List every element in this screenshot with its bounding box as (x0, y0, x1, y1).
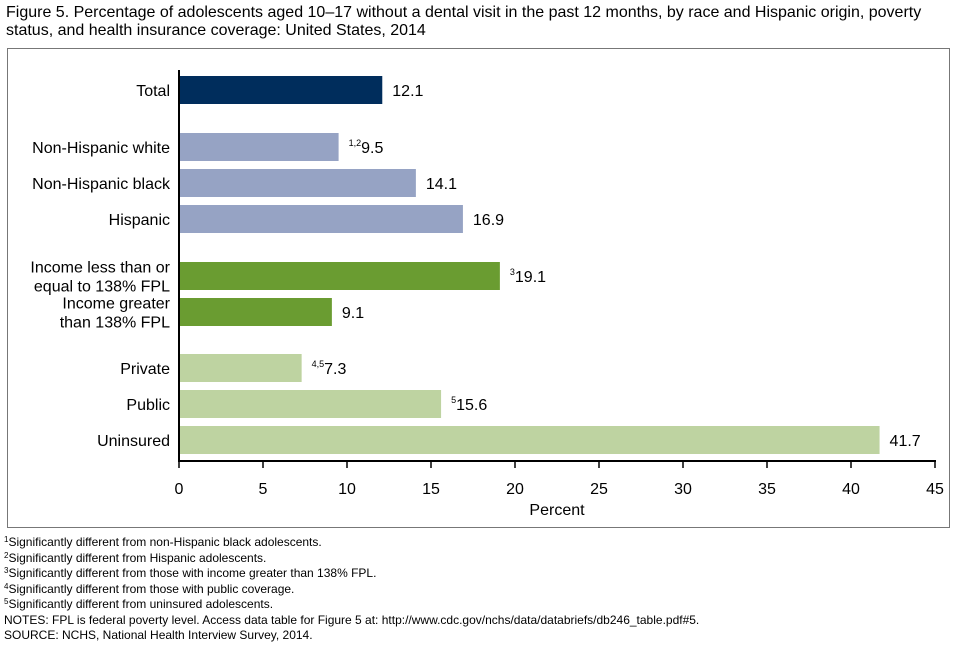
category-label: Income greater (62, 296, 170, 313)
value-label: 4,57.3 (312, 359, 347, 378)
bar (179, 390, 442, 418)
footnote-text: NOTES: FPL is federal poverty level. Acc… (4, 612, 700, 627)
footnotes: 1Significantly different from non-Hispan… (4, 535, 699, 644)
value-label: 41.7 (890, 433, 921, 450)
footnote: 1Significantly different from non-Hispan… (4, 535, 699, 551)
footnote-text: Significantly different from Hispanic ad… (8, 550, 267, 565)
footnote-marker: 5 (4, 597, 9, 606)
x-tick-label: 0 (175, 481, 184, 498)
bar (179, 169, 416, 197)
footnote-text: Significantly different from non-Hispani… (8, 535, 322, 549)
value-label: 319.1 (510, 267, 546, 286)
bar (179, 262, 500, 290)
footnote: 2Significantly different from Hispanic a… (4, 551, 699, 567)
category-label: Total (136, 83, 170, 100)
bar (179, 426, 880, 454)
footnote: 4Significantly different from those with… (4, 582, 699, 598)
value-label: 1,29.5 (349, 138, 384, 157)
category-label: Hispanic (109, 212, 170, 229)
footnote-text: Significantly different from those with … (8, 581, 295, 596)
footnote-text: SOURCE: NCHS, National Health Interview … (4, 628, 313, 642)
x-tick-label: 30 (674, 481, 692, 498)
x-tick-label: 45 (926, 481, 944, 498)
x-axis-label: Percent (529, 502, 585, 519)
category-label: Public (126, 397, 170, 414)
category-label: equal to 138% FPL (34, 279, 170, 296)
category-label: Income less than or (30, 260, 170, 277)
footnote-marker: 1 (4, 535, 9, 544)
footnote: 5Significantly different from uninsured … (4, 597, 699, 613)
value-label: 12.1 (392, 83, 423, 100)
footnote-text: Significantly different from uninsured a… (8, 597, 274, 611)
value-label: 16.9 (473, 212, 504, 229)
x-tick-label: 15 (422, 481, 440, 498)
x-tick-label: 40 (842, 481, 860, 498)
figure-title: Figure 5. Percentage of adolescents aged… (6, 4, 922, 39)
bar (179, 133, 339, 161)
bar (179, 205, 463, 233)
x-tick-label: 5 (259, 481, 268, 498)
footnote: NOTES: FPL is federal poverty level. Acc… (4, 613, 699, 629)
category-label: than 138% FPL (60, 315, 170, 332)
bar (179, 76, 383, 104)
value-label: 9.1 (342, 305, 364, 322)
footnote-text: Significantly different from those with … (8, 566, 377, 580)
category-label: Non-Hispanic black (32, 176, 171, 193)
footnote-marker: 4 (4, 581, 9, 591)
bar (179, 298, 332, 326)
footnote: 3Significantly different from those with… (4, 566, 699, 582)
value-label: 14.1 (426, 176, 457, 193)
x-tick-label: 25 (590, 481, 608, 498)
category-label: Non-Hispanic white (32, 140, 170, 157)
category-label: Private (120, 361, 170, 378)
footnote-marker: 2 (4, 550, 9, 560)
chart-frame (7, 48, 950, 528)
x-tick-label: 10 (338, 481, 356, 498)
bar (179, 354, 302, 382)
footnote-marker: 3 (4, 566, 9, 575)
footnote: SOURCE: NCHS, National Health Interview … (4, 628, 699, 644)
value-label: 515.6 (451, 395, 487, 414)
category-label: Uninsured (97, 433, 170, 450)
x-tick-label: 35 (758, 481, 776, 498)
x-tick-label: 20 (506, 481, 524, 498)
